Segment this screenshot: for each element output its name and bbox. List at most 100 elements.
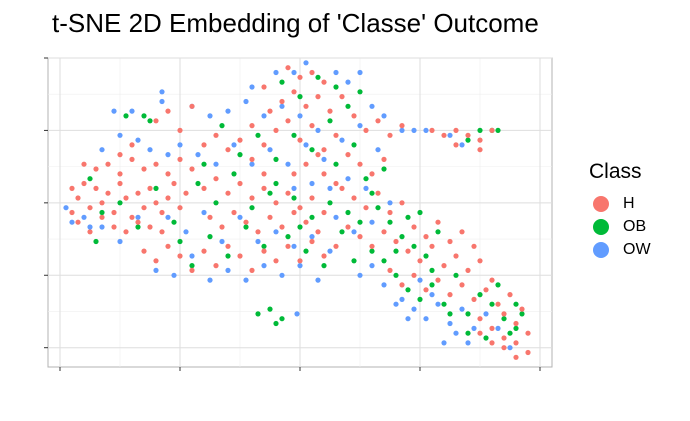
data-point-ob — [411, 243, 417, 249]
data-point-ob — [447, 311, 453, 317]
data-point-h — [309, 123, 315, 129]
data-point-h — [363, 127, 369, 133]
legend-label-h: H — [623, 194, 635, 212]
data-point-ob — [249, 205, 255, 211]
data-point-h — [525, 330, 531, 336]
data-point-ow — [201, 209, 207, 216]
data-point-ow — [399, 296, 405, 302]
data-point-ob — [381, 258, 387, 264]
data-point-h — [75, 195, 81, 201]
data-point-h — [249, 267, 255, 273]
data-point-h — [297, 205, 303, 211]
data-point-h — [309, 238, 315, 245]
data-point-h — [351, 113, 357, 119]
data-point-h — [501, 345, 507, 351]
data-point-ob — [291, 195, 297, 201]
data-point-ow — [375, 147, 381, 153]
data-point-h — [105, 161, 111, 167]
data-point-ob — [321, 263, 327, 269]
data-point-ow — [261, 263, 267, 269]
data-point-ow — [189, 253, 195, 259]
data-point-ob — [117, 200, 123, 206]
data-point-h — [153, 161, 159, 167]
data-point-h — [399, 282, 405, 288]
data-point-h — [213, 132, 219, 138]
data-point-h — [297, 258, 303, 264]
data-point-ob — [255, 311, 261, 317]
data-point-ow — [117, 238, 123, 245]
data-point-h — [477, 147, 483, 153]
data-point-h — [477, 330, 483, 336]
data-point-h — [261, 248, 267, 254]
legend-item-h: H — [589, 192, 651, 215]
data-point-ow — [273, 229, 279, 235]
data-point-ob — [141, 113, 147, 119]
data-point-h — [477, 258, 483, 264]
data-point-h — [465, 267, 471, 273]
data-point-h — [345, 224, 351, 230]
data-point-h — [189, 166, 195, 172]
data-point-ob — [243, 224, 249, 230]
data-point-h — [147, 185, 153, 191]
data-point-h — [375, 190, 381, 196]
data-point-h — [513, 354, 519, 360]
data-point-h — [117, 180, 123, 187]
data-point-h — [333, 180, 339, 187]
data-point-ow — [459, 142, 465, 148]
data-point-h — [225, 243, 231, 249]
data-point-ob — [123, 113, 129, 119]
data-point-ow — [345, 79, 351, 85]
data-point-h — [387, 267, 393, 273]
data-point-h — [153, 118, 159, 124]
data-point-ob — [195, 180, 201, 187]
data-point-ow — [207, 277, 213, 283]
data-point-h — [387, 132, 393, 138]
data-point-ow — [471, 325, 477, 331]
data-point-h — [273, 200, 279, 206]
data-point-ow — [87, 224, 93, 230]
data-point-ow — [285, 161, 291, 167]
data-point-h — [501, 335, 507, 341]
data-point-ow — [495, 325, 501, 331]
data-point-h — [507, 292, 513, 298]
data-point-ob — [495, 282, 501, 288]
data-point-ow — [135, 137, 141, 143]
data-point-ob — [303, 248, 309, 254]
data-point-ow — [423, 127, 429, 133]
data-point-h — [261, 142, 267, 148]
data-point-h — [441, 132, 447, 138]
data-point-h — [93, 185, 99, 191]
data-point-ob — [441, 301, 447, 307]
data-point-h — [501, 311, 507, 317]
data-point-ow — [294, 311, 300, 317]
data-point-ob — [189, 263, 195, 269]
data-point-h — [339, 94, 345, 100]
data-point-h — [111, 224, 117, 230]
data-point-ow — [327, 248, 333, 254]
data-point-h — [225, 147, 231, 153]
data-point-h — [525, 349, 531, 356]
data-point-ow — [411, 306, 417, 312]
chart-title: t-SNE 2D Embedding of 'Classe' Outcome — [52, 8, 539, 38]
legend-title: Class — [589, 160, 642, 183]
legend: Class H OB OW — [589, 160, 651, 261]
legend-item-ob: OB — [589, 215, 651, 238]
data-point-ow — [165, 152, 171, 158]
data-point-ow — [399, 127, 405, 133]
plot-area — [44, 57, 553, 371]
data-point-ob — [513, 301, 519, 307]
data-point-h — [315, 152, 321, 158]
data-point-ob — [381, 166, 387, 172]
data-point-h — [207, 214, 213, 220]
data-point-ow — [369, 219, 375, 225]
data-point-ow — [255, 238, 261, 245]
data-point-ob — [357, 219, 363, 225]
data-point-h — [489, 340, 495, 346]
data-point-h — [261, 84, 267, 90]
data-point-h — [441, 263, 447, 269]
data-point-ob — [465, 330, 471, 336]
data-point-h — [489, 127, 495, 133]
data-point-ob — [255, 132, 261, 138]
data-point-ow — [321, 156, 327, 162]
data-point-ob — [327, 200, 333, 206]
